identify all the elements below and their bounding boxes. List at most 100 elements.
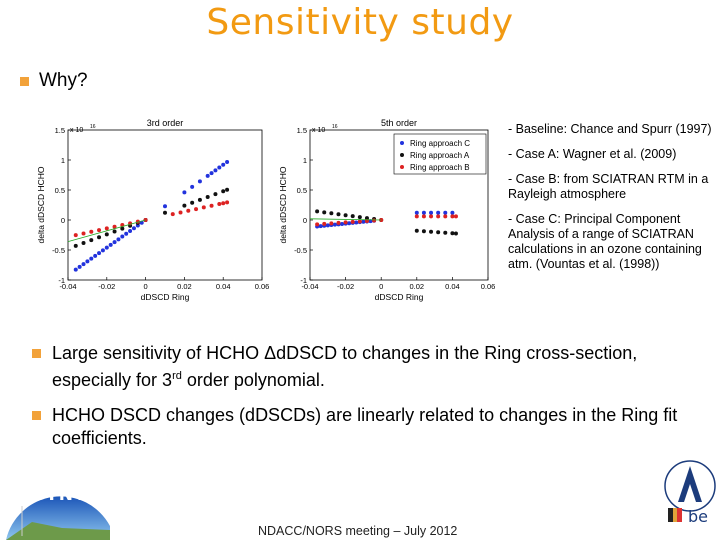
chart-title: 5th order <box>381 118 417 128</box>
data-point <box>429 229 434 234</box>
y-tick-label: -1 <box>58 276 65 285</box>
data-point <box>213 168 218 173</box>
data-point <box>77 264 82 269</box>
data-point <box>163 210 167 215</box>
data-point <box>194 207 199 212</box>
data-point <box>350 219 355 224</box>
data-point <box>213 192 218 197</box>
data-point <box>201 205 206 210</box>
legend-label: Ring approach B <box>410 163 470 172</box>
data-point <box>93 253 98 258</box>
exponent-label: x 10 <box>70 127 83 134</box>
data-point <box>81 241 86 246</box>
data-point <box>163 204 167 209</box>
data-point <box>209 171 214 176</box>
data-point <box>322 221 327 226</box>
bira-belgium-logo: be <box>664 460 716 526</box>
data-point <box>190 184 195 189</box>
bullet1-part-c: order polynomial. <box>181 370 325 390</box>
data-point <box>329 221 334 226</box>
why-bullet: Why? <box>20 70 88 92</box>
legend-marker <box>400 165 404 169</box>
data-point <box>89 229 94 234</box>
data-point <box>116 237 121 242</box>
data-point <box>379 218 384 222</box>
bullet1-superscript: rd <box>172 370 182 382</box>
cases-notes: - Baseline: Chance and Spurr (1997) - Ca… <box>508 122 718 282</box>
y-tick-label: -0.5 <box>52 246 65 255</box>
data-point <box>364 216 369 221</box>
legend-label: Ring approach C <box>410 139 470 148</box>
data-point <box>361 219 366 224</box>
data-point <box>343 220 348 225</box>
data-point <box>332 222 337 227</box>
data-point <box>357 215 362 220</box>
data-point <box>357 219 362 224</box>
bullet-square-icon <box>32 411 41 420</box>
why-text: Why? <box>39 70 88 91</box>
fit-line <box>67 219 146 242</box>
data-point <box>443 214 448 219</box>
cindi-logo-text: CINDI <box>32 485 105 505</box>
data-point <box>112 229 117 234</box>
data-point <box>436 210 441 215</box>
data-point <box>120 234 125 239</box>
data-point <box>178 210 183 215</box>
data-point <box>190 200 195 205</box>
data-point <box>221 201 226 206</box>
x-tick-label: 0.04 <box>216 282 231 291</box>
bullet-linear: HCHO DSCD changes (dDSCDs) are linearly … <box>32 404 702 450</box>
x-axis-label: dDSCD Ring <box>141 292 190 302</box>
footer-text: NDACC/NORS meeting – July 2012 <box>258 524 458 538</box>
data-point <box>108 242 113 247</box>
data-point <box>429 214 434 219</box>
y-tick-label: 1.5 <box>55 126 65 135</box>
legend-marker <box>400 153 404 157</box>
data-point <box>182 203 187 208</box>
bullet1-part-a: Large sensitivity of HCHO Δd <box>52 343 287 363</box>
y-tick-label: -0.5 <box>294 246 307 255</box>
x-tick-label: 0.06 <box>481 282 496 291</box>
data-point <box>453 214 458 219</box>
bullet-sensitivity-text: Large sensitivity of HCHO ΔdDSCD to chan… <box>32 342 702 392</box>
exponent-power: 16 <box>90 124 96 130</box>
data-point <box>112 240 117 245</box>
note-baseline: - Baseline: Chance and Spurr (1997) <box>508 122 712 136</box>
y-tick-label: 1 <box>61 156 65 165</box>
data-point <box>128 229 133 234</box>
data-point <box>336 212 341 217</box>
data-point <box>450 231 455 236</box>
slide-title: Sensitivity study <box>206 2 514 43</box>
data-point <box>225 160 230 165</box>
data-point <box>104 226 109 231</box>
data-point <box>170 212 175 217</box>
y-tick-label: 0.5 <box>297 186 307 195</box>
x-tick-label: -0.02 <box>337 282 354 291</box>
chart-title: 3rd order <box>147 118 184 128</box>
data-point <box>336 220 341 225</box>
data-point <box>81 262 86 267</box>
y-axis-label: delta dDSCD HCHO <box>36 166 46 243</box>
data-point <box>429 210 434 215</box>
y-axis-label: delta dDSCD HCHO <box>278 166 288 243</box>
data-point <box>97 235 102 240</box>
data-point <box>421 229 426 234</box>
y-tick-label: 0 <box>61 216 65 225</box>
data-point <box>414 228 419 233</box>
data-point <box>340 221 345 226</box>
legend-box <box>393 133 487 175</box>
data-point <box>347 221 352 226</box>
data-point <box>450 210 455 215</box>
data-point <box>186 208 191 213</box>
x-tick-label: 0 <box>379 282 383 291</box>
data-point <box>217 202 222 207</box>
data-point <box>143 218 148 222</box>
y-tick-label: 1.5 <box>297 126 307 135</box>
data-point <box>89 256 94 261</box>
exponent-label: x 10 <box>312 127 325 134</box>
data-point <box>372 218 377 223</box>
data-point <box>453 231 458 236</box>
data-point <box>205 173 210 178</box>
data-point <box>450 214 455 219</box>
data-point <box>343 213 348 218</box>
